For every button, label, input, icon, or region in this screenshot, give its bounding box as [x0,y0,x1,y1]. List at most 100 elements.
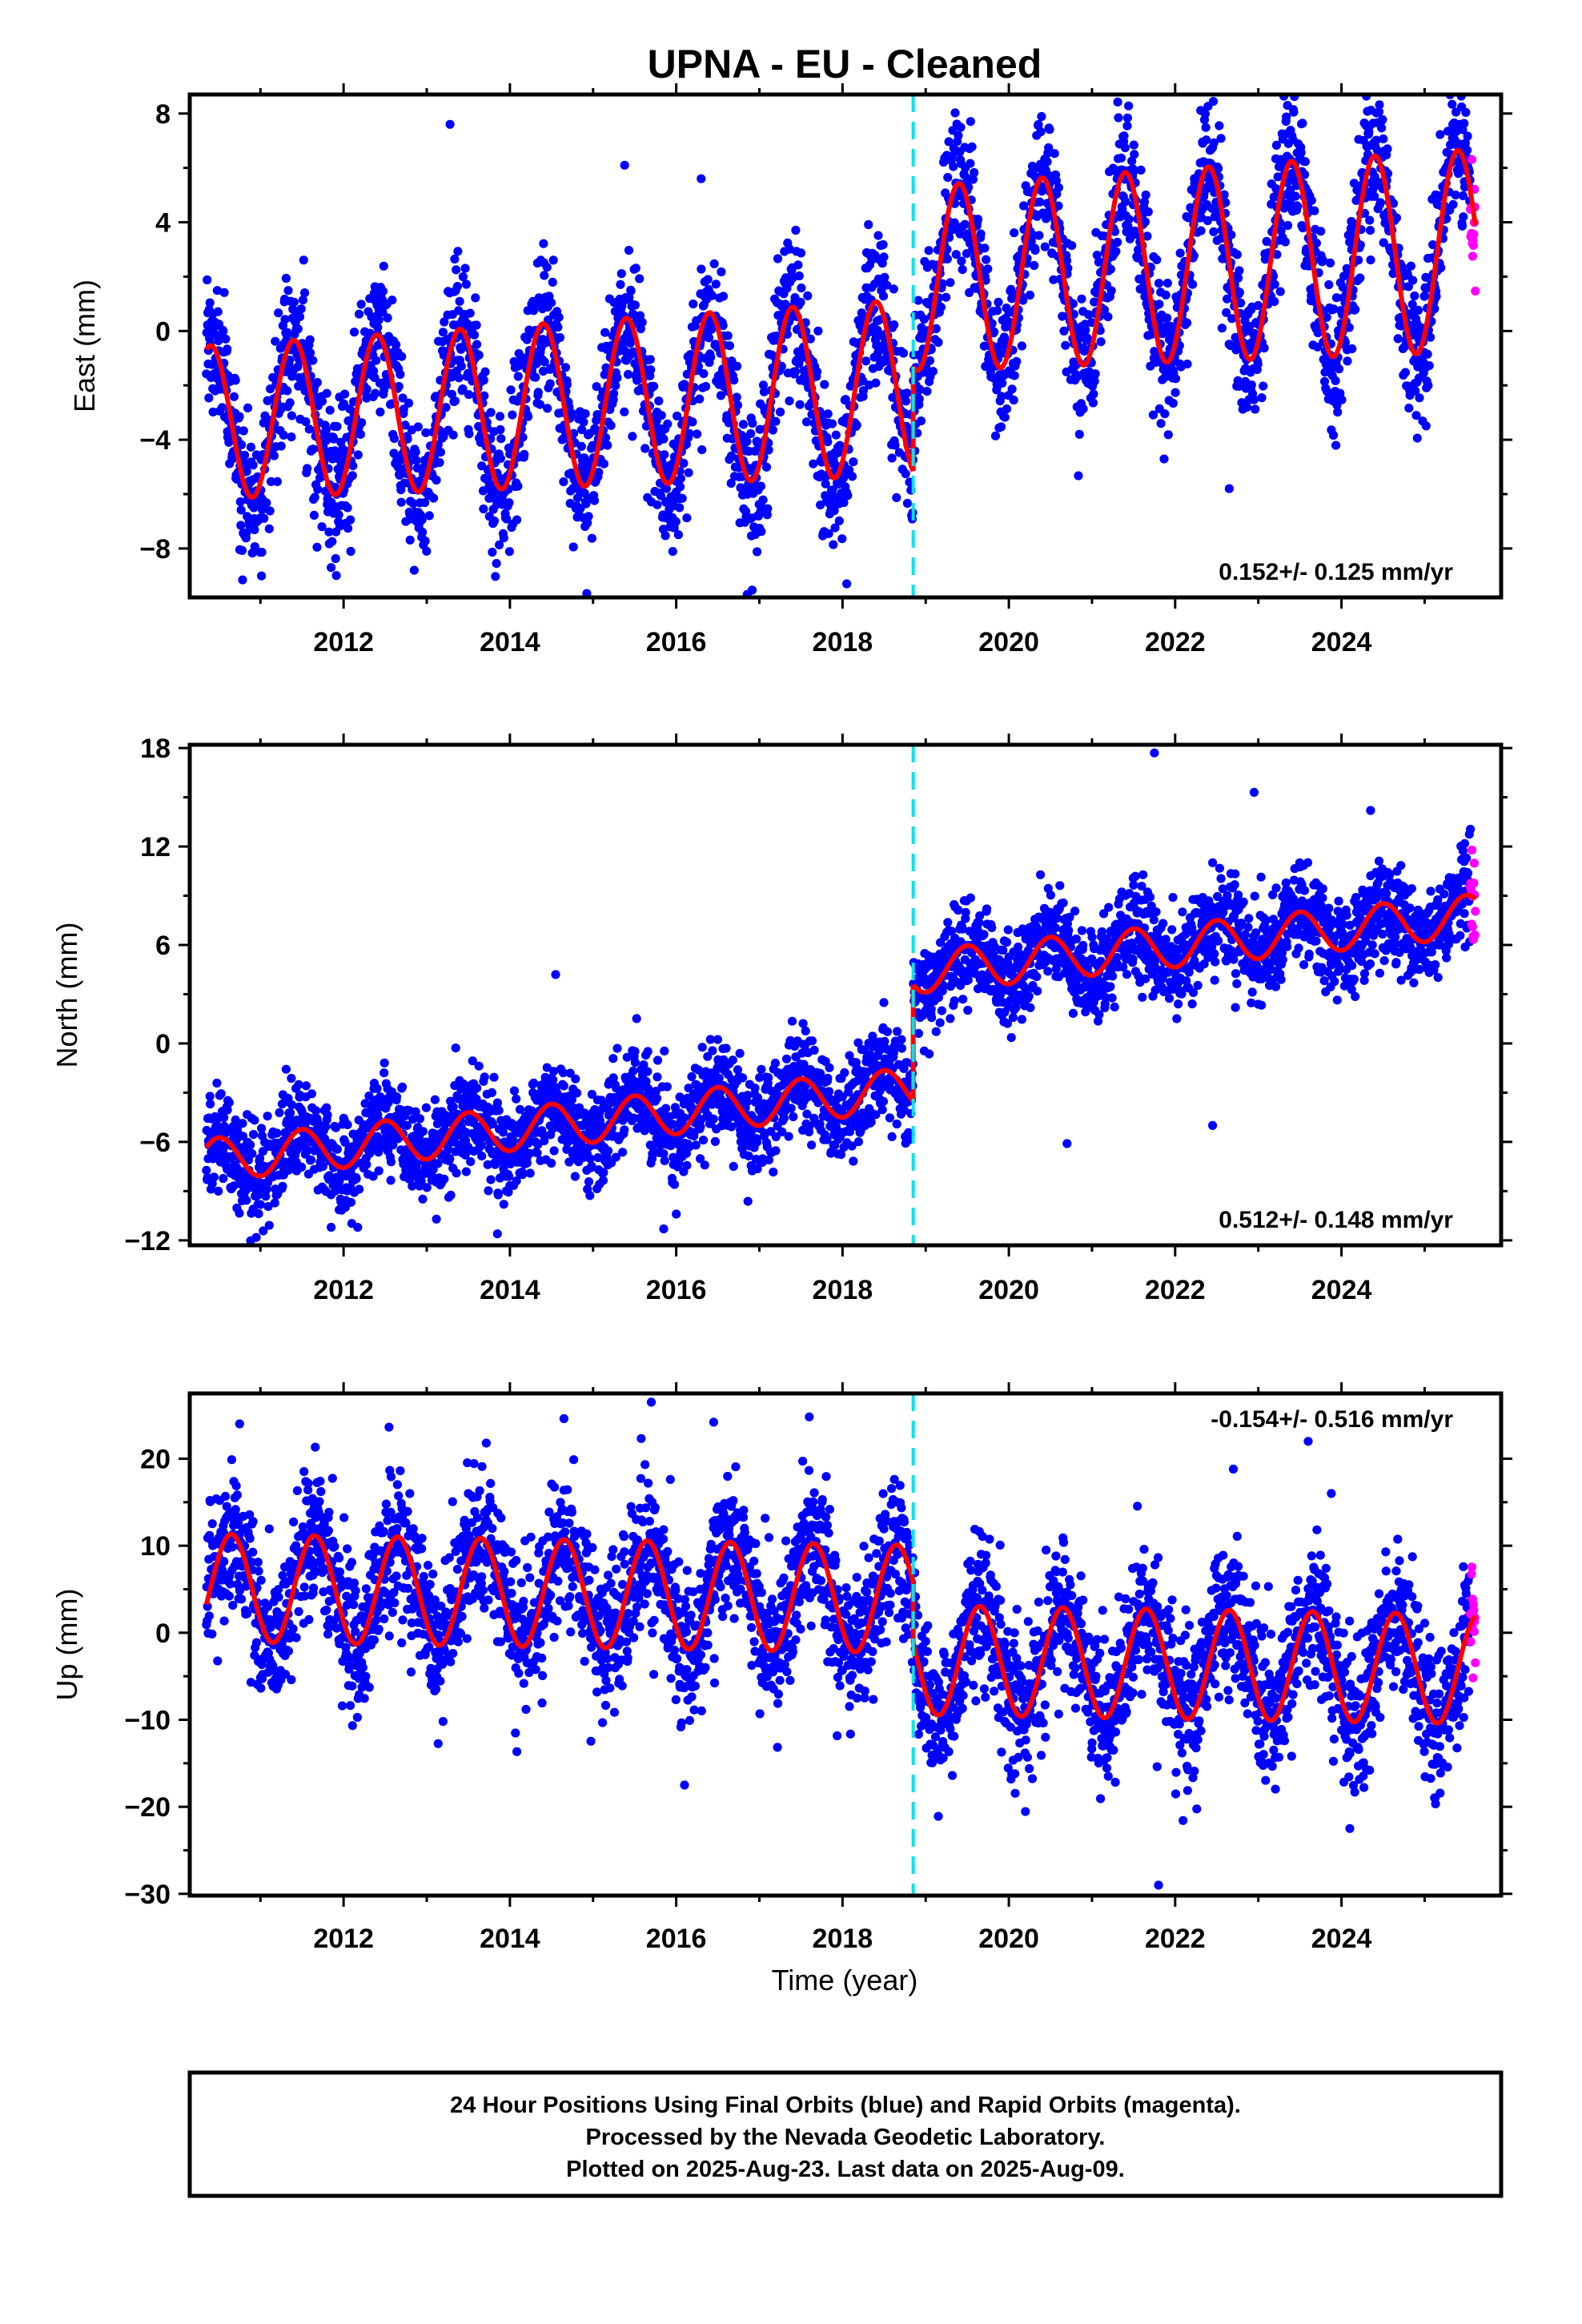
final-orbit-point [589,496,600,505]
final-orbit-point [1393,334,1403,344]
final-orbit-point [212,1078,222,1088]
final-orbit-point [1188,279,1198,289]
final-orbit-point [451,1043,460,1053]
final-orbit-point [1201,123,1211,132]
final-orbit-point [471,293,480,303]
final-orbit-point [1377,123,1387,133]
final-orbit-point [1010,371,1019,380]
final-orbit-point [1411,386,1420,396]
final-orbit-point [209,1172,219,1182]
final-orbit-point [628,1066,638,1076]
final-orbit-point [688,417,697,427]
final-orbit-point [1121,197,1130,207]
final-orbit-point [1208,97,1219,107]
final-orbit-point [1154,300,1164,309]
final-orbit-point [1366,255,1375,265]
final-orbit-point [673,530,684,540]
final-orbit-point [554,312,564,322]
x-tick-label: 2024 [1311,627,1372,657]
final-orbit-point [630,300,640,310]
final-orbit-point [262,498,271,508]
final-orbit-point [1379,238,1388,247]
final-orbit-point [1017,341,1026,351]
final-orbit-point [764,445,773,455]
final-orbit-point [795,400,805,409]
final-orbit-point [472,320,481,330]
final-orbit-point [1162,313,1172,323]
final-orbit-point [247,1149,257,1159]
outlier-point [620,160,629,170]
final-orbit-point [738,420,749,429]
final-orbit-point [355,1184,364,1194]
final-orbit-point [1058,312,1067,321]
final-orbit-point [373,323,383,332]
final-orbit-point [349,328,359,337]
final-orbit-point [525,1168,535,1178]
final-orbit-point [603,440,612,450]
final-orbit-point [534,293,544,303]
final-orbit-point [703,275,713,284]
final-orbit-point [271,336,280,346]
final-orbit-point [454,373,464,383]
outlier-point [1283,101,1292,111]
final-orbit-point [346,515,355,525]
final-orbit-point [374,1166,383,1176]
final-orbit-point [416,1176,426,1186]
final-orbit-point [465,308,475,318]
final-orbit-point [1407,300,1417,309]
final-orbit-point [1000,412,1010,422]
final-orbit-point [257,548,267,557]
final-orbit-point [343,524,353,533]
final-orbit-point [504,498,514,508]
final-orbit-point [1373,82,1382,91]
final-orbit-point [931,324,941,333]
final-orbit-point [1283,220,1293,231]
final-orbit-point [1337,395,1347,404]
final-orbit-point [1125,234,1135,243]
final-orbit-point [251,1232,261,1242]
final-orbit-point [1300,157,1310,167]
final-orbit-point [763,504,773,513]
final-orbit-point [889,320,899,330]
final-orbit-point [398,393,408,403]
final-orbit-point [1037,111,1046,122]
final-orbit-point [257,1124,267,1133]
final-orbit-point [264,524,274,533]
final-orbit-point [1293,202,1303,211]
final-orbit-point [421,1103,432,1112]
final-orbit-point [1270,297,1279,307]
final-orbit-point [1106,264,1115,274]
final-orbit-point [242,528,251,538]
final-orbit-point [547,1158,556,1168]
final-orbit-point [549,1146,559,1156]
final-orbit-point [1010,228,1019,238]
final-orbit-point [543,404,552,413]
final-orbit-point [477,1152,487,1161]
final-orbit-point [364,1092,374,1101]
east-panel: 2012 2014 2016 2018 2020 2022 2024−8−4048East … [68,82,1512,657]
final-orbit-point [260,411,270,420]
final-orbit-point [837,534,847,544]
final-orbit-point [531,372,540,382]
final-orbit-point [1234,381,1244,391]
x-tick-label: 2018 [813,627,873,657]
final-orbit-point [436,448,446,457]
final-orbit-point [219,1173,228,1184]
final-orbit-point [312,378,322,388]
final-orbit-point [387,296,397,305]
final-orbit-point [1447,99,1457,109]
final-orbit-point [663,419,673,429]
final-orbit-point [776,407,785,417]
final-orbit-point [729,376,739,385]
final-orbit-point [1088,398,1098,408]
final-orbit-point [947,151,958,161]
final-orbit-point [612,373,622,383]
final-orbit-point [1287,168,1297,179]
final-orbit-point [242,1196,251,1205]
final-orbit-point [659,434,669,444]
final-orbit-point [1235,287,1244,297]
rapid-orbit-point [1468,240,1478,250]
final-orbit-point [430,1095,440,1104]
final-orbit-point [258,1147,267,1156]
final-orbit-point [379,261,388,271]
